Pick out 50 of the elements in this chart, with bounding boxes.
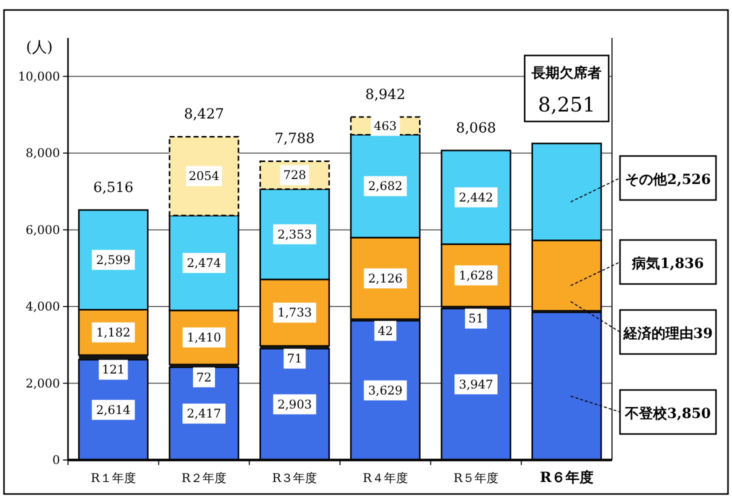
- data-label: 121: [102, 362, 125, 377]
- data-label: 728: [283, 168, 306, 182]
- y-tick-label: 0: [52, 453, 60, 467]
- bar: [170, 364, 238, 368]
- x-tick-label: R６年度: [540, 469, 594, 486]
- data-label: 2,474: [186, 256, 222, 270]
- data-label: 3,947: [458, 377, 494, 392]
- total-label: 8,427: [184, 106, 224, 123]
- total-label: 6,516: [93, 180, 134, 196]
- data-label: 71: [287, 352, 302, 366]
- data-label: 2,126: [368, 271, 403, 286]
- data-label: 3,629: [368, 383, 403, 398]
- data-label: 1,733: [277, 306, 312, 320]
- x-tick-label: R２年度: [181, 471, 227, 485]
- data-label: 2,682: [368, 179, 403, 194]
- y-tick-label: 8,000: [26, 146, 60, 160]
- data-label: 1,182: [96, 325, 131, 340]
- data-label: 51: [468, 312, 484, 326]
- bar: [260, 346, 330, 349]
- data-label: 2,417: [186, 406, 222, 421]
- total-label: 8,942: [365, 86, 406, 103]
- text: その他2,526: [625, 172, 711, 188]
- data-label: 2054: [188, 169, 220, 184]
- y-tick-label: 2,000: [26, 376, 60, 390]
- total-label: 8,068: [456, 120, 496, 136]
- x-tick-label: R３年度: [272, 471, 318, 485]
- data-label: 2,903: [277, 397, 312, 412]
- data-label: 2,442: [458, 190, 494, 204]
- x-tick-label: R４年度: [362, 471, 408, 485]
- data-label: 2,353: [277, 227, 312, 242]
- y-tick-label: 6,000: [26, 222, 60, 237]
- text: 不登校3,850: [625, 406, 711, 422]
- x-tick-label: R５年度: [453, 471, 499, 485]
- data-label: 42: [378, 324, 393, 338]
- data-label: 1,628: [458, 268, 494, 282]
- y-axis-title: (人): [26, 38, 53, 56]
- annotation: 長期欠席者: [530, 64, 602, 82]
- data-label: 463: [374, 118, 397, 133]
- total-label: 8,251: [538, 92, 596, 116]
- total-label: 7,788: [274, 131, 315, 148]
- bar: [78, 355, 148, 360]
- x-tick-label: R１年度: [90, 471, 136, 485]
- y-tick-label: 10,000: [18, 69, 60, 84]
- data-label: 2,599: [96, 252, 131, 267]
- text: 病気1,836: [632, 256, 704, 272]
- y-tick-label: 4,000: [26, 300, 60, 314]
- data-label: 72: [196, 370, 212, 384]
- data-label: 1,410: [186, 330, 222, 344]
- data-label: 2,614: [96, 402, 131, 417]
- text: 経済的理由39: [623, 326, 713, 342]
